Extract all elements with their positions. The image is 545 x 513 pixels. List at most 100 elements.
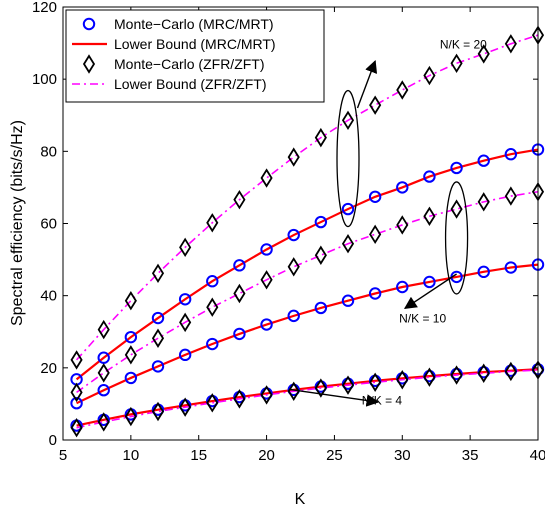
data-point-mc_zf bbox=[97, 412, 110, 432]
data-point-mc_zf bbox=[450, 365, 463, 385]
data-point-mc_zf bbox=[477, 363, 490, 383]
x-tick-label: 35 bbox=[462, 447, 479, 464]
data-point-mc_zf bbox=[151, 328, 165, 348]
data-point-mc_mrc bbox=[151, 360, 165, 373]
data-point-mc_zf bbox=[314, 245, 327, 265]
legend-entry-lb_zf: Lower Bound (ZFR/ZFT) bbox=[72, 76, 266, 92]
data-point-mc_zf bbox=[396, 370, 409, 390]
data-point-mc_zf bbox=[450, 199, 463, 219]
data-point-mc_zf bbox=[260, 168, 273, 188]
data-point-mc_zf bbox=[97, 319, 110, 340]
legend-label: Monte−Carlo (MRC/MRT) bbox=[114, 16, 274, 32]
series-markers bbox=[70, 25, 545, 438]
data-point-mc_mrc bbox=[477, 154, 490, 167]
data-point-mc_mrc bbox=[423, 170, 436, 183]
annotation-ellipse bbox=[444, 181, 469, 295]
data-point-mc_zf bbox=[369, 224, 382, 245]
data-point-mc_mrc bbox=[233, 259, 246, 272]
series-line-lb_zf bbox=[76, 190, 539, 394]
data-point-mc_zf bbox=[179, 237, 192, 258]
axes: 5 10 15 20 25 30 35 40 0 20 40 60 80 100 120 bbox=[32, 0, 545, 464]
data-point-mc_zf bbox=[314, 127, 327, 148]
data-point-mc_zf bbox=[124, 406, 137, 427]
legend-label: Lower Bound (MRC/MRT) bbox=[114, 36, 276, 52]
data-point-mc_mrc bbox=[368, 287, 382, 300]
legend-box bbox=[65, 9, 325, 103]
data-point-mc_mrc bbox=[97, 384, 110, 397]
data-point-mc_zf bbox=[70, 350, 83, 370]
data-point-mc_mrc bbox=[423, 275, 436, 289]
data-point-mc_zf bbox=[504, 34, 517, 54]
data-point-mc_zf bbox=[179, 397, 192, 417]
data-point-mc_zf bbox=[206, 393, 219, 413]
data-point-mc_mrc bbox=[124, 330, 138, 344]
data-point-mc_mrc bbox=[396, 181, 409, 194]
data-point-mc_mrc bbox=[287, 309, 300, 323]
data-point-mc_zf bbox=[369, 95, 382, 115]
x-tick-label: 20 bbox=[258, 447, 275, 464]
data-point-mc_zf bbox=[477, 192, 490, 212]
data-point-mc_zf bbox=[70, 382, 83, 403]
annotation-ellipse bbox=[336, 89, 360, 228]
y-tick-label: 80 bbox=[40, 143, 57, 160]
data-point-mc_zf bbox=[260, 385, 273, 405]
y-tick-label: 100 bbox=[32, 71, 57, 88]
data-point-mc_zf bbox=[70, 418, 83, 438]
data-point-mc_zf bbox=[341, 375, 355, 395]
series-line-lb_mrc bbox=[76, 263, 539, 405]
data-point-mc_zf bbox=[314, 378, 327, 398]
legend-entry-lb_mrc: Lower Bound (MRC/MRT) bbox=[72, 36, 276, 52]
data-point-mc_mrc bbox=[504, 261, 518, 274]
annotation-arrow bbox=[403, 273, 457, 309]
data-point-mc_zf bbox=[396, 215, 409, 235]
x-tick-label: 10 bbox=[123, 447, 140, 464]
legend-marker-mc_mrc bbox=[82, 17, 96, 31]
data-point-mc_mrc bbox=[477, 265, 490, 279]
data-point-mc_mrc bbox=[341, 202, 355, 216]
legend-label: Lower Bound (ZFR/ZFT) bbox=[114, 76, 266, 92]
annotation-arrow bbox=[289, 388, 380, 407]
y-tick-label: 20 bbox=[40, 360, 57, 377]
data-point-mc_mrc bbox=[178, 348, 192, 362]
data-point-mc_mrc bbox=[260, 318, 273, 331]
data-point-mc_zf bbox=[423, 206, 436, 226]
data-point-mc_mrc bbox=[97, 351, 110, 364]
annotation-label: N/K = 4 bbox=[362, 394, 403, 408]
data-point-mc_zf bbox=[423, 367, 436, 387]
data-point-mc_zf bbox=[341, 110, 355, 131]
data-point-mc_zf bbox=[179, 312, 192, 333]
y-tick-label: 40 bbox=[40, 288, 57, 305]
x-tick-label: 40 bbox=[530, 447, 545, 464]
data-point-mc_zf bbox=[97, 363, 110, 383]
y-tick-label: 0 bbox=[49, 432, 57, 449]
data-point-mc_zf bbox=[423, 65, 436, 86]
data-point-mc_mrc bbox=[260, 243, 273, 256]
data-point-mc_mrc bbox=[341, 294, 355, 307]
annotation-label: N/K = 10 bbox=[399, 312, 446, 326]
y-tick-label: 120 bbox=[32, 0, 57, 16]
legend-label: Monte−Carlo (ZFR/ZFT) bbox=[114, 56, 265, 72]
data-point-mc_mrc bbox=[70, 396, 83, 410]
data-point-mc_zf bbox=[233, 283, 246, 304]
data-point-mc_mrc bbox=[233, 327, 246, 341]
data-point-mc_zf bbox=[124, 345, 137, 365]
x-tick-label: 30 bbox=[394, 447, 411, 464]
data-point-mc_zf bbox=[151, 263, 165, 283]
data-point-mc_zf bbox=[396, 80, 409, 100]
data-point-mc_zf bbox=[504, 186, 517, 206]
data-point-mc_mrc bbox=[314, 215, 328, 229]
data-point-mc_zf bbox=[477, 44, 490, 64]
series-line-lb_mrc bbox=[76, 368, 539, 427]
data-point-mc_mrc bbox=[178, 293, 192, 306]
data-point-mc_mrc bbox=[206, 275, 219, 288]
x-tick-label: 15 bbox=[190, 447, 207, 464]
data-point-mc_zf bbox=[341, 234, 355, 254]
data-point-mc_mrc bbox=[314, 301, 328, 315]
y-axis-label: Spectral efficiency (bits/s/Hz) bbox=[9, 120, 26, 326]
data-point-mc_mrc bbox=[504, 148, 518, 161]
annotation-label: N/K = 20 bbox=[440, 37, 487, 51]
data-point-mc_zf bbox=[233, 189, 246, 210]
data-point-mc_zf bbox=[450, 53, 463, 73]
annotations: N/K = 20 N/K = 10 N/K = 4 bbox=[289, 37, 487, 408]
